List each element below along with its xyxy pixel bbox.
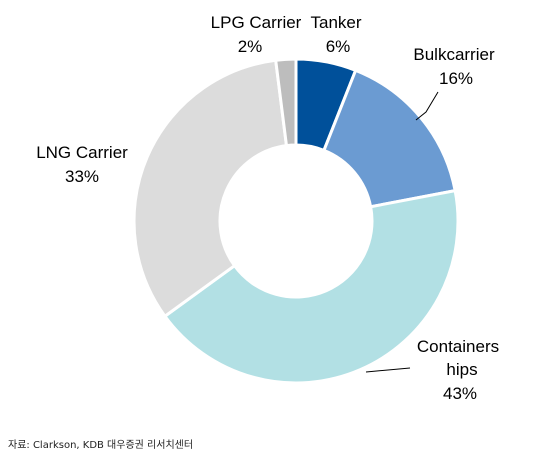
source-note: 자료: Clarkson, KDB 대우증권 리서치센터 (8, 440, 194, 451)
slice-lpg-carrier (274, 57, 298, 148)
donut-slices (132, 57, 460, 385)
leader-line-bulkcarrier (415, 91, 439, 121)
slice-label-containers-hips: Containers (417, 337, 499, 356)
leader-line-containers-hips (365, 367, 411, 373)
slice-label-containers-hips: hips (446, 360, 477, 379)
slice-value-lpg-carrier: 2% (238, 37, 263, 56)
slice-lng-carrier (132, 58, 289, 319)
slice-label-bulkcarrier: Bulkcarrier (413, 45, 495, 64)
slice-labels: Tanker 6% Bulkcarrier 16% Containers hips 43% L… (36, 13, 499, 403)
slice-value-bulkcarrier: 16% (439, 69, 473, 88)
slice-bulkcarrier (322, 68, 457, 209)
slice-value-lng-carrier: 33% (65, 167, 99, 186)
slice-containers-hips (162, 188, 460, 385)
slice-value-tanker: 6% (326, 37, 351, 56)
slice-label-tanker: Tanker (310, 13, 361, 32)
leader-lines (365, 91, 439, 373)
slice-label-lpg-carrier: LPG Carrier (211, 13, 302, 32)
slice-label-lng-carrier: LNG Carrier (36, 143, 128, 162)
slice-value-containers-hips: 43% (443, 384, 477, 403)
